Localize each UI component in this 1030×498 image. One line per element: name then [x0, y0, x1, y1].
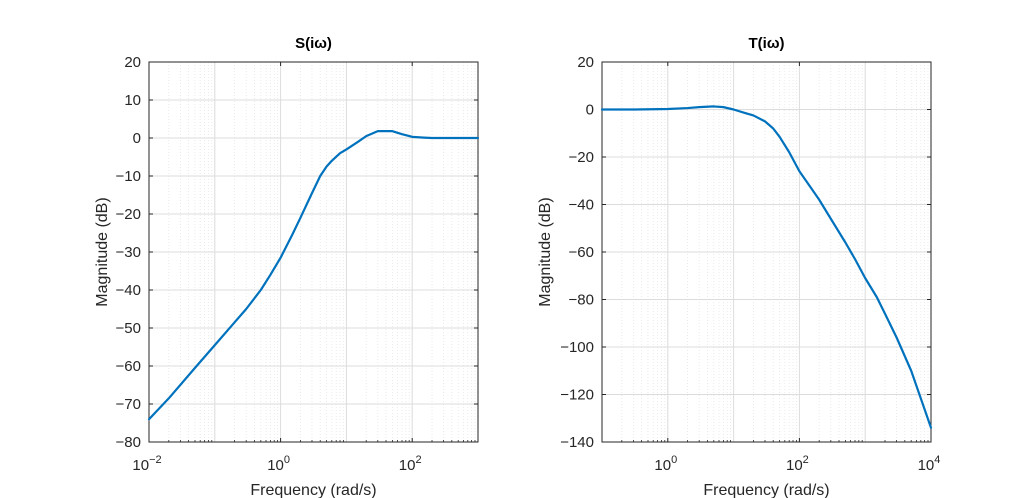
y-tick-label: −100: [560, 339, 594, 356]
x-tick-label: 10−2: [132, 454, 161, 474]
y-tick-label: −50: [116, 320, 141, 337]
y-tick-label: −30: [116, 244, 141, 261]
x-axis-label: Frequency (rad/s): [703, 482, 829, 498]
y-tick-label: −70: [116, 396, 141, 413]
y-tick-label: −60: [569, 244, 594, 261]
y-tick-label: 0: [586, 102, 594, 119]
y-axis-label: Magnitude (dB): [94, 197, 111, 306]
y-tick-label: −40: [569, 197, 594, 214]
series-line-1: [147, 130, 480, 421]
y-tick-label: −20: [569, 149, 594, 166]
y-axis-label: Magnitude (dB): [537, 197, 554, 306]
y-tick-label: 0: [133, 130, 141, 147]
y-tick-label: −40: [116, 282, 141, 299]
chart-2: 20 0 −20 −40 −60 −80 −100 −120 −140 100 102 104 T(iω…: [537, 35, 940, 498]
y-tick-label: −60: [116, 358, 141, 375]
y-tick-label: 20: [124, 54, 141, 71]
chart-title: S(iω): [295, 35, 332, 52]
x-tick-label: 100: [267, 454, 290, 474]
x-tick-label: 102: [786, 454, 809, 474]
y-tick-label: 10: [124, 92, 141, 109]
y-tick-label: 20: [577, 54, 594, 71]
y-tick-label: −10: [116, 168, 141, 185]
x-tick-label: 102: [399, 454, 422, 474]
x-tick-label: 100: [654, 454, 677, 474]
y-tick-label: −80: [116, 434, 141, 451]
chart-title: T(iω): [749, 35, 785, 52]
y-tick-label: −20: [116, 206, 141, 223]
y-tick-label: −140: [560, 434, 594, 451]
x-axis-label: Frequency (rad/s): [250, 482, 376, 498]
series-line-1: [600, 105, 933, 429]
x-tick-label: 104: [918, 454, 941, 474]
y-tick-label: −80: [569, 292, 594, 309]
y-tick-label: −120: [560, 387, 594, 404]
